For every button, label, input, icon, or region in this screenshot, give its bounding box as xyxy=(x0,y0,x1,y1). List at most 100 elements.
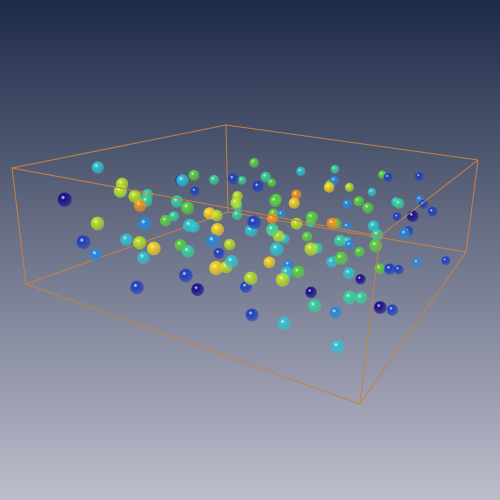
sphere-glyph xyxy=(384,263,396,275)
box-edge xyxy=(225,124,229,213)
sphere-glyph xyxy=(120,233,133,247)
sphere-glyph xyxy=(211,223,224,236)
box-edge xyxy=(11,167,381,237)
sphere-glyph xyxy=(330,164,340,174)
sphere-glyph xyxy=(269,195,281,207)
sphere-glyph xyxy=(329,306,342,319)
sphere-glyph xyxy=(305,286,317,299)
sphere-glyph xyxy=(441,256,451,266)
sphere-glyph xyxy=(188,169,200,181)
sphere-glyph xyxy=(252,180,264,193)
sphere-glyph xyxy=(168,211,179,222)
sphere-glyph xyxy=(191,283,204,296)
sphere-glyph xyxy=(137,251,150,264)
sphere-glyph xyxy=(275,272,290,287)
sphere-glyph xyxy=(249,157,260,168)
sphere-glyph xyxy=(176,174,189,187)
sphere-glyph xyxy=(244,271,258,286)
sphere-glyph xyxy=(383,172,393,182)
sphere-glyph xyxy=(393,264,404,275)
sphere-glyph xyxy=(342,199,353,210)
sphere-glyph xyxy=(89,248,103,262)
sphere-glyph xyxy=(374,263,385,274)
sphere-glyph xyxy=(146,241,161,256)
sphere-glyph xyxy=(57,192,72,207)
sphere-glyph xyxy=(369,239,383,253)
sphere-glyphs xyxy=(57,157,451,354)
sphere-glyph xyxy=(301,231,313,242)
sphere-glyph xyxy=(203,207,216,220)
sphere-glyph xyxy=(277,316,291,331)
sphere-glyph xyxy=(231,209,243,221)
sphere-glyph xyxy=(265,223,279,237)
sphere-glyph xyxy=(206,233,220,248)
sphere-glyph xyxy=(427,206,438,217)
sphere-glyph xyxy=(227,173,239,185)
sphere-glyph xyxy=(190,186,200,196)
sphere-glyph xyxy=(181,201,195,215)
sphere-glyph xyxy=(330,339,345,354)
sphere-glyph xyxy=(307,299,322,313)
sphere-glyph xyxy=(247,215,261,230)
sphere-glyph xyxy=(344,182,354,192)
sphere-glyph xyxy=(91,161,104,174)
sphere-glyph xyxy=(237,175,247,185)
sphere-glyph xyxy=(260,171,271,183)
sphere-glyph xyxy=(353,196,365,207)
sphere-glyph xyxy=(323,182,335,193)
sphere-glyph xyxy=(76,235,91,249)
sphere-glyph xyxy=(296,166,306,176)
sphere-glyph xyxy=(225,255,239,268)
box-edge xyxy=(11,167,27,285)
sphere-glyph xyxy=(344,240,355,250)
sphere-glyph xyxy=(209,261,224,276)
sphere-glyph xyxy=(392,212,402,222)
sphere-glyph xyxy=(132,236,147,250)
sphere-glyph xyxy=(288,197,300,209)
sphere-glyph xyxy=(128,189,142,203)
box-edge xyxy=(359,251,467,405)
sphere-glyph xyxy=(263,256,276,269)
sphere-glyph xyxy=(292,265,305,279)
sphere-glyph xyxy=(334,251,348,265)
bounding-box-front-edges xyxy=(11,159,479,405)
sphere-glyph xyxy=(414,172,424,181)
box-edge xyxy=(379,159,479,237)
sphere-glyph xyxy=(367,187,377,197)
sphere-glyph xyxy=(181,245,195,258)
sphere-glyph xyxy=(305,211,318,224)
sphere-glyph xyxy=(113,184,128,198)
sphere-glyph xyxy=(355,274,366,285)
sphere-glyph xyxy=(343,267,355,280)
sphere-glyph xyxy=(418,199,429,209)
sphere-glyph xyxy=(399,228,411,240)
bounding-box-back-edges xyxy=(11,124,479,285)
sphere-glyph xyxy=(342,221,352,231)
box-edge xyxy=(225,124,479,161)
sphere-glyph xyxy=(354,291,368,305)
sphere-glyph xyxy=(267,178,277,188)
sphere-glyph xyxy=(269,242,284,256)
sphere-glyph xyxy=(354,246,365,257)
sphere-glyph xyxy=(386,304,398,316)
sphere-glyph xyxy=(334,234,347,247)
sphere-glyph xyxy=(224,238,236,251)
sphere-glyph xyxy=(159,215,172,227)
sphere-glyph xyxy=(170,195,184,208)
sphere-glyph xyxy=(362,202,374,214)
sphere-glyph xyxy=(266,213,278,225)
box-edge xyxy=(465,159,479,253)
sphere-glyph xyxy=(277,209,286,219)
sphere-glyph xyxy=(90,216,105,231)
sphere-glyph xyxy=(304,242,318,256)
sphere-glyph xyxy=(230,197,242,209)
sphere-glyph xyxy=(373,301,387,314)
sphere-glyph xyxy=(245,308,259,322)
box-edge xyxy=(359,235,381,405)
box-edge xyxy=(11,124,227,169)
sphere-glyph xyxy=(343,290,357,305)
sphere-glyph xyxy=(213,247,225,259)
sphere-glyph xyxy=(130,280,144,295)
